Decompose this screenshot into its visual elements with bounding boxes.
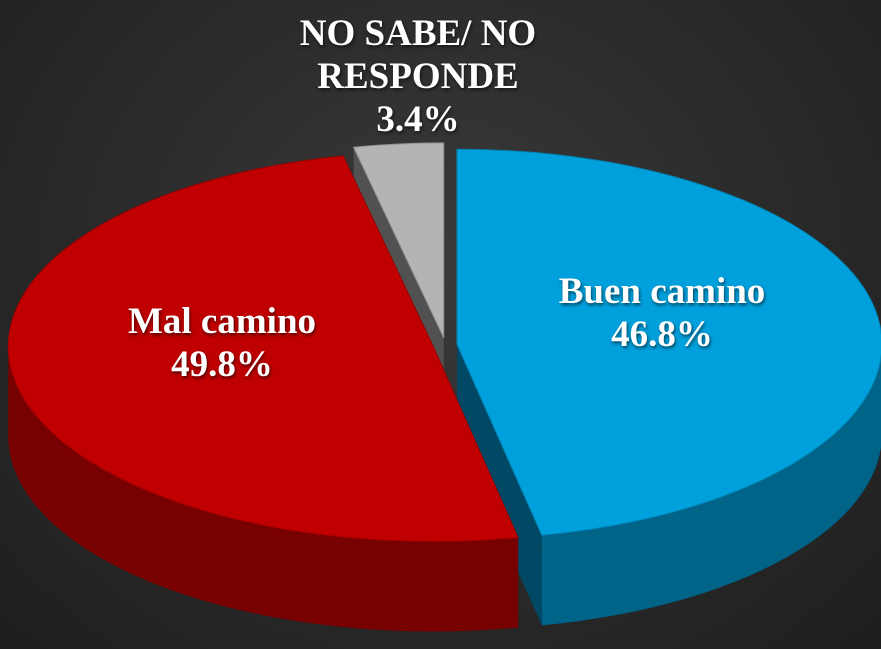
slice	[7, 155, 519, 542]
category-label: Mal camino	[127, 301, 317, 342]
slice-cut	[456, 344, 542, 626]
slice-side	[8, 346, 519, 632]
value-label: 46.8%	[611, 314, 713, 355]
value-label: 3.4%	[376, 99, 460, 140]
slice-label: NO SABE/ NO RESPONDE 3.4%	[258, 12, 578, 141]
slice-side	[541, 356, 881, 626]
slice-label: Mal camino 49.8%	[72, 300, 372, 386]
slice-tops	[7, 142, 881, 542]
slice	[456, 148, 881, 536]
slice	[352, 142, 445, 339]
category-label: Buen camino	[558, 271, 766, 312]
category-label: NO SABE/ NO RESPONDE	[299, 13, 537, 97]
value-label: 49.8%	[171, 344, 273, 385]
slice-label: Buen camino 46.8%	[512, 270, 812, 356]
